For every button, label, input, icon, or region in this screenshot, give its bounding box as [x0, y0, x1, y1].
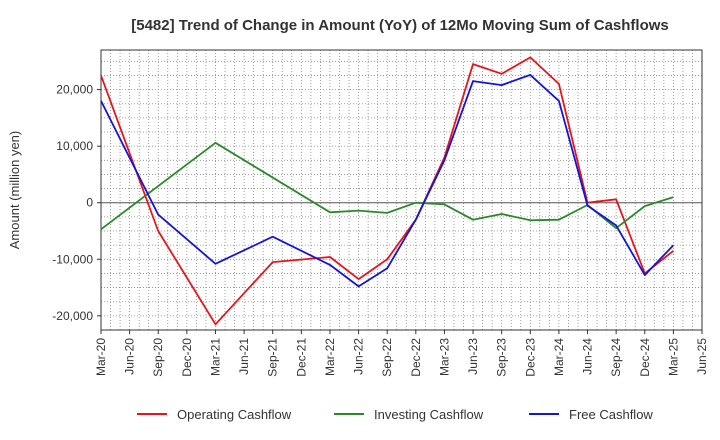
series-lines: [100, 56, 675, 326]
x-tick-label: Mar-23: [437, 338, 451, 376]
x-tick-label: Jun-24: [581, 338, 595, 375]
series-line-operating-cashflow: [100, 56, 674, 326]
legend-label: Investing Cashflow: [374, 407, 484, 422]
x-tick-label: Sep-23: [495, 338, 509, 377]
x-tick-label: Mar-25: [666, 338, 680, 376]
x-tick-label: Dec-20: [180, 338, 194, 377]
x-tick-label: Mar-21: [208, 338, 222, 376]
x-tick-label: Sep-21: [266, 338, 280, 377]
legend-label: Operating Cashflow: [177, 407, 292, 422]
x-tick-label: Dec-23: [523, 338, 537, 377]
y-tick-label: -20,000: [52, 309, 93, 323]
x-axis: Mar-20 Jun-20 Sep-20 Dec-20 Mar-21 Jun-21 Sep-…: [94, 330, 709, 377]
series-line-investing-cashflow: [100, 141, 674, 231]
x-tick-label: Dec-21: [294, 338, 308, 377]
x-tick-label: Jun-23: [466, 338, 480, 375]
series-line-free-cashflow: [100, 74, 675, 288]
x-tick-label: Jun-22: [352, 338, 366, 375]
plot-area: [100, 49, 703, 331]
x-tick-label: Sep-22: [380, 338, 394, 377]
x-tick-label: Jun-21: [237, 338, 251, 375]
chart-title: [5482] Trend of Change in Amount (YoY) o…: [131, 17, 669, 34]
x-tick-label: Mar-20: [94, 338, 108, 376]
grid-lines: [101, 50, 702, 331]
y-tick-label: 0: [86, 196, 93, 210]
y-axis-label: Amount (million yen): [7, 131, 22, 250]
x-tick-label: Mar-24: [552, 338, 566, 376]
x-tick-label: Sep-24: [609, 338, 623, 377]
x-tick-label: Dec-24: [638, 338, 652, 377]
legend: Operating Cashflow Investing Cashflow Free…: [137, 407, 653, 422]
y-tick-label: 10,000: [56, 139, 93, 153]
y-tick-label: -10,000: [52, 252, 93, 266]
x-tick-label: Mar-22: [323, 338, 337, 376]
y-axis: -20,000 -10,000 0 10,000 20,000: [52, 83, 101, 323]
x-tick-label: Jun-20: [123, 338, 137, 375]
x-tick-label: Dec-22: [409, 338, 423, 377]
x-tick-label: Sep-20: [151, 338, 165, 377]
legend-label: Free Cashflow: [569, 407, 653, 422]
x-tick-label: Jun-25: [695, 338, 709, 375]
y-tick-label: 20,000: [56, 83, 93, 97]
